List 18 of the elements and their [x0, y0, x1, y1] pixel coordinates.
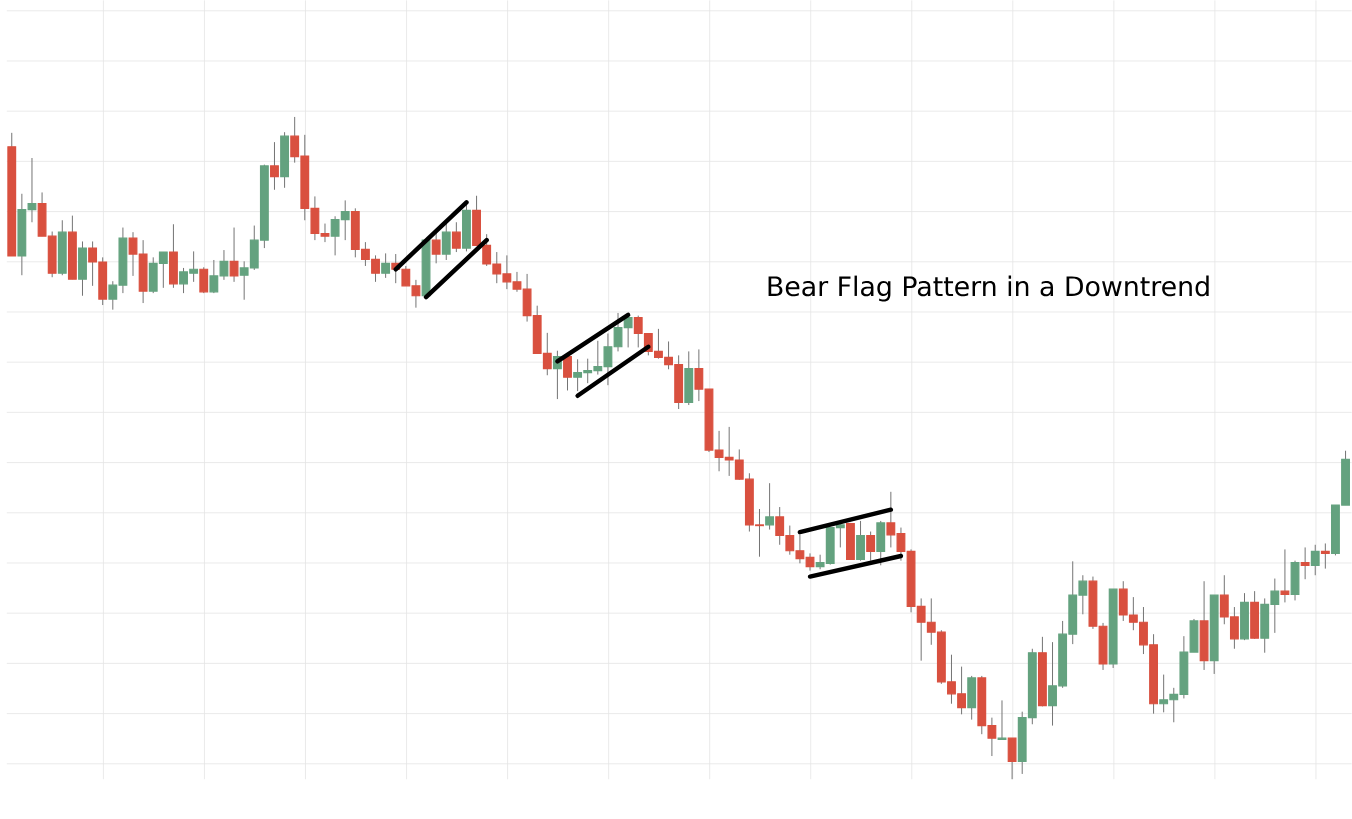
- candlestick: [229, 227, 239, 283]
- candlestick: [320, 223, 330, 243]
- candlestick: [765, 482, 775, 531]
- candlestick: [1310, 544, 1320, 576]
- candlestick: [199, 266, 209, 294]
- candlestick: [451, 221, 461, 253]
- candlestick: [381, 252, 391, 279]
- candlestick: [1300, 546, 1310, 580]
- candlestick: [431, 231, 441, 264]
- candlestick: [1280, 548, 1290, 603]
- candlestick: [563, 356, 572, 391]
- candlestick: [856, 520, 865, 562]
- candlestick: [805, 552, 815, 572]
- candlestick: [1007, 737, 1017, 780]
- candlestick: [270, 141, 279, 191]
- annotation: Bear Flag Pattern in a Downtrend: [768, 275, 1209, 302]
- candlestick: [1320, 542, 1330, 570]
- candlestick: [866, 531, 876, 562]
